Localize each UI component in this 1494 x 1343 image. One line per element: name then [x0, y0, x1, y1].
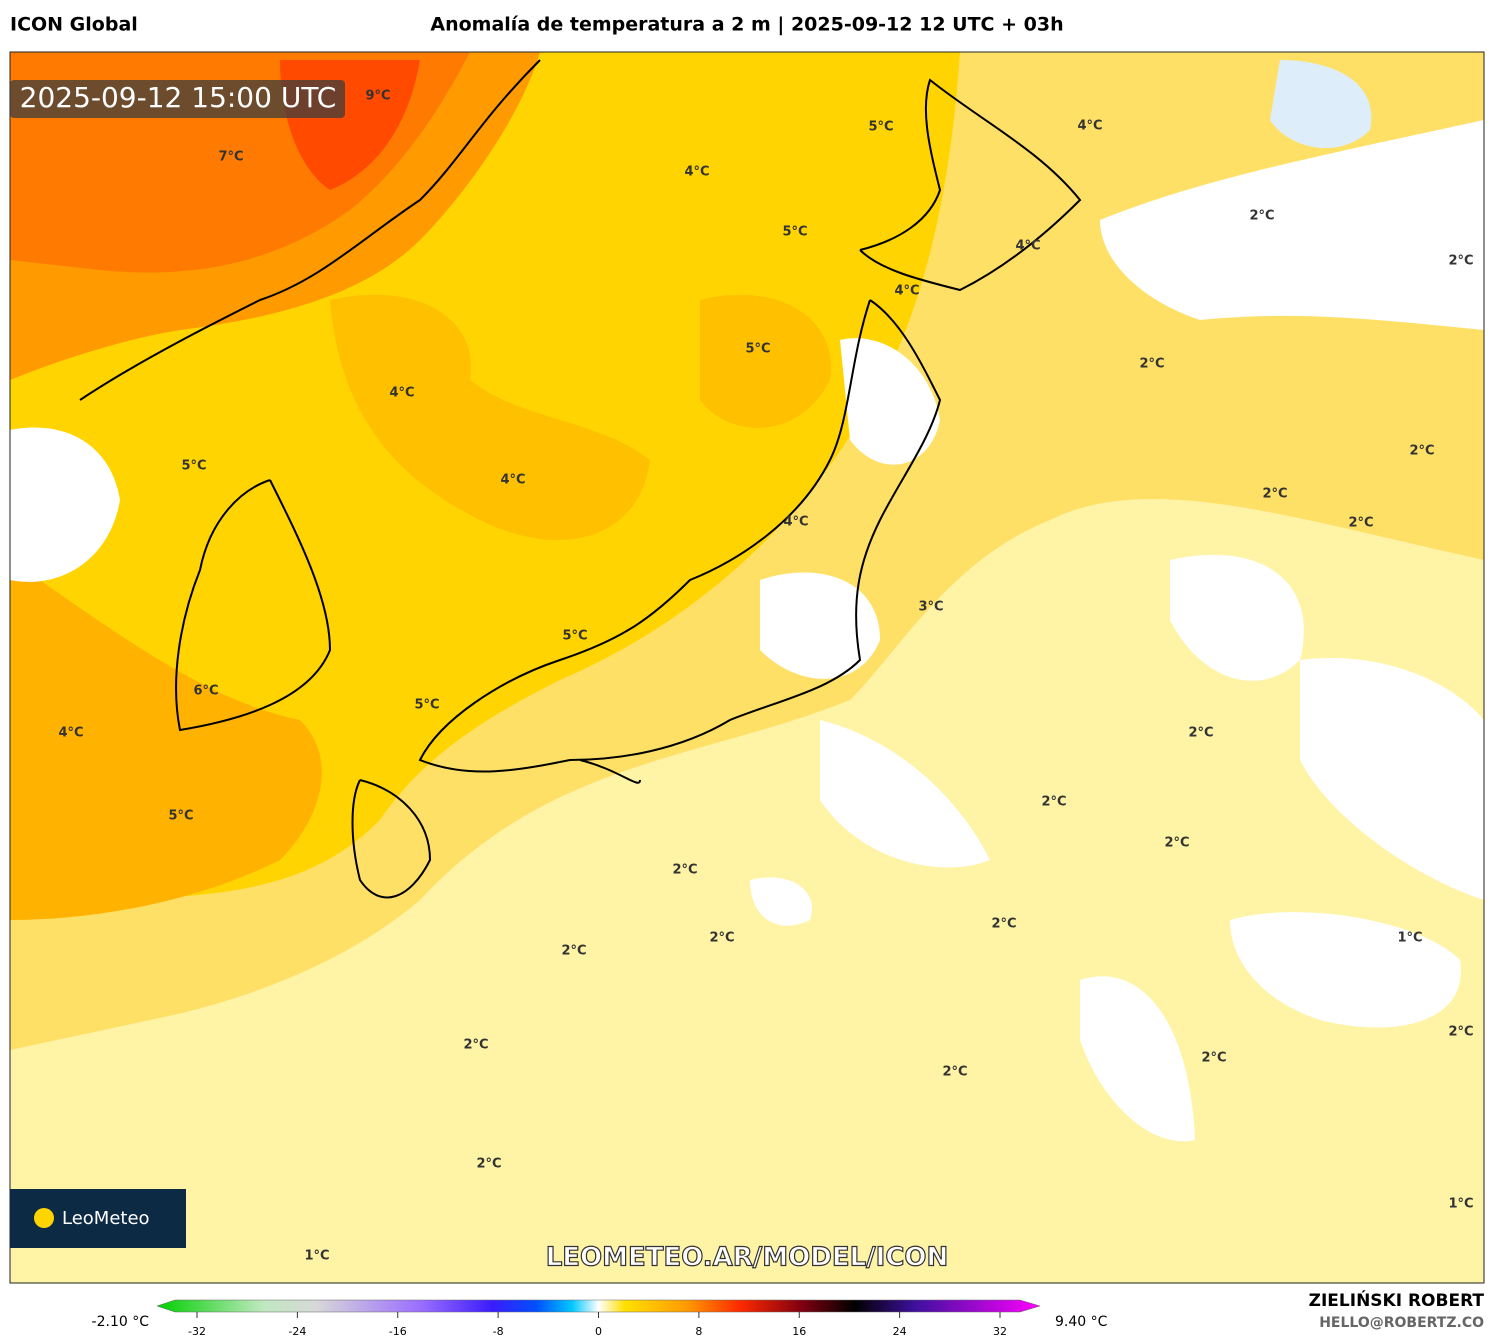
contour-label: 1°C: [1397, 931, 1422, 946]
contour-label: 2°C: [1262, 487, 1287, 502]
contour-label: 2°C: [1348, 516, 1373, 531]
contour-label: 1°C: [304, 1249, 329, 1264]
author: ZIELIŃSKI ROBERT: [1309, 1289, 1485, 1311]
contour-label: 4°C: [389, 386, 414, 401]
contour-label: 5°C: [868, 120, 893, 135]
contour-labels: 9°C 7°C 5°C 4°C 4°C 5°C 4°C 2°C 2°C 4°C 5°C 2°C 4°C 2…: [58, 89, 1473, 1264]
contour-label: 2°C: [1249, 209, 1274, 224]
contour-label: 5°C: [414, 698, 439, 713]
map-field: [10, 52, 1484, 1283]
contour-label: 4°C: [684, 165, 709, 180]
contour-label: 3°C: [918, 600, 943, 615]
contour-label: 2°C: [476, 1157, 501, 1172]
colorbar-tick-label: -24: [288, 1325, 306, 1338]
contour-label: 5°C: [181, 459, 206, 474]
logo-sun: [34, 1208, 54, 1228]
contour-label: 4°C: [58, 726, 83, 741]
colorbar-tick-label: -16: [389, 1325, 407, 1338]
contour-label: 5°C: [745, 342, 770, 357]
contour-label: 2°C: [1448, 254, 1473, 269]
model-name: ICON Global: [10, 14, 138, 36]
contour-label: 2°C: [1139, 357, 1164, 372]
contour-label: 2°C: [1448, 1025, 1473, 1040]
contour-label: 2°C: [1409, 444, 1434, 459]
colorbar-tick-label: 0: [595, 1325, 602, 1338]
contour-label: 4°C: [500, 473, 525, 488]
watermark: LEOMETEO.AR/MODEL/ICON: [546, 1243, 949, 1273]
timestamp: 2025-09-12 15:00 UTC: [20, 81, 337, 114]
contour-label: 2°C: [1201, 1051, 1226, 1066]
contour-label: 6°C: [193, 684, 218, 699]
colorbar-max: 9.40 °C: [1055, 1314, 1108, 1330]
colorbar: -32 -24 -16 -8 0 8 16 24 32: [156, 1299, 1041, 1338]
contour-label: 2°C: [1164, 836, 1189, 851]
email: HELLO@ROBERTZ.CO: [1319, 1315, 1484, 1331]
colorbar-tick-label: -8: [493, 1325, 504, 1338]
contour-label: 2°C: [672, 863, 697, 878]
contour-label: 2°C: [709, 931, 734, 946]
contour-label: 4°C: [894, 284, 919, 299]
contour-label: 2°C: [991, 917, 1016, 932]
colorbar-tick-label: -32: [188, 1325, 206, 1338]
map-title: Anomalía de temperatura a 2 m | 2025-09-…: [430, 14, 1063, 36]
contour-label: 4°C: [1015, 239, 1040, 254]
contour-label: 9°C: [365, 89, 390, 104]
colorbar-tick-label: 16: [792, 1325, 806, 1338]
colorbar-tick-label: 8: [695, 1325, 702, 1338]
contour-label: 2°C: [942, 1065, 967, 1080]
colorbar-min: -2.10 °C: [92, 1314, 150, 1330]
contour-label: 4°C: [1077, 119, 1102, 134]
timestamp-box: [10, 80, 345, 118]
contour-label: 5°C: [782, 225, 807, 240]
coastline: [79, 59, 1082, 899]
contour-label: 4°C: [783, 515, 808, 530]
contour-label: 2°C: [561, 944, 586, 959]
colorbar-tick-label: 24: [893, 1325, 907, 1338]
contour-label: 1°C: [1448, 1197, 1473, 1212]
logo: LeoMeteo: [62, 1208, 150, 1229]
contour-label: 2°C: [463, 1038, 488, 1053]
contour-label: 5°C: [562, 629, 587, 644]
contour-label: 2°C: [1041, 795, 1066, 810]
contour-label: 5°C: [168, 809, 193, 824]
contour-label: 7°C: [218, 150, 243, 165]
map-frame: [9, 51, 1485, 1284]
contour-label: 2°C: [1188, 726, 1213, 741]
colorbar-tick-label: 32: [993, 1325, 1007, 1338]
